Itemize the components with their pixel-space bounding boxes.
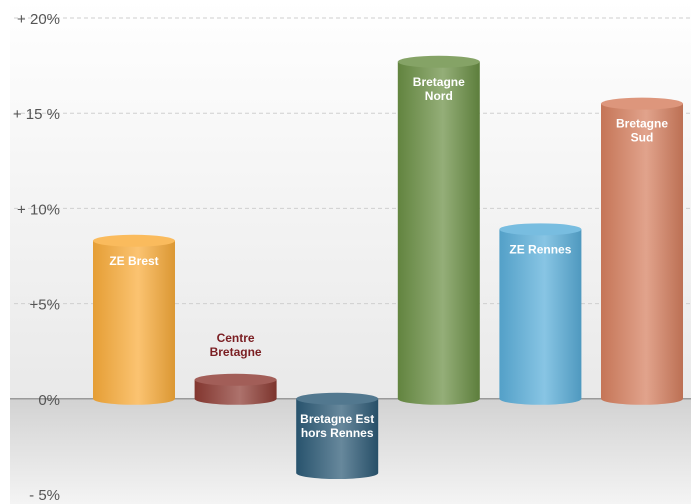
- bar: [296, 392, 379, 480]
- y-tick-label: 0%: [38, 392, 60, 409]
- bar-label: Bretagne Nord: [413, 75, 465, 103]
- bar-label-line: Bretagne: [616, 117, 668, 131]
- bar-label-line: hors Rennes: [301, 426, 374, 440]
- bar-body: [194, 379, 277, 405]
- bar-label-line: ZE Brest: [109, 254, 158, 268]
- bar-top: [397, 55, 480, 68]
- bar-label: ZE Brest: [109, 254, 158, 268]
- bar-label-line: Bretagne: [210, 345, 262, 359]
- bar: [601, 97, 683, 405]
- bar-label-line: Nord: [425, 89, 453, 103]
- bar: [93, 234, 175, 405]
- y-tick-label: - 5%: [29, 487, 60, 504]
- bar-label-line: Centre: [217, 331, 255, 345]
- bar-body: [397, 61, 480, 405]
- y-tick-label: + 10%: [17, 201, 60, 218]
- bar-label-line: Sud: [631, 131, 654, 145]
- bar-label-line: ZE Rennes: [509, 242, 571, 256]
- bar-label: Centre Bretagne: [210, 331, 262, 359]
- bar-body: [601, 103, 683, 405]
- bar: [397, 55, 480, 405]
- bar-label: ZE Rennes: [509, 242, 571, 256]
- bar-label: Bretagne Est hors Rennes: [300, 412, 374, 440]
- y-tick-label: + 15 %: [13, 106, 60, 123]
- y-tick-label: + 20%: [17, 11, 60, 28]
- bars: [93, 55, 683, 480]
- y-axis-ticks: + 20% + 15 % + 10% +5% 0% - 5%: [13, 11, 60, 504]
- bar-top: [601, 97, 683, 110]
- bar-label: Bretagne Sud: [616, 117, 668, 145]
- bar-body: [499, 229, 582, 405]
- bar-label-line: Bretagne Est: [300, 412, 374, 426]
- bar-top: [296, 392, 379, 405]
- bar-top: [194, 373, 277, 386]
- bar-top: [93, 234, 175, 247]
- bar-body: [93, 240, 175, 405]
- bar: [194, 373, 277, 405]
- bar-top: [499, 223, 582, 236]
- y-tick-label: +5%: [30, 297, 60, 314]
- bar-label-line: Bretagne: [413, 75, 465, 89]
- bar: [499, 223, 582, 405]
- bar-body: [296, 398, 379, 480]
